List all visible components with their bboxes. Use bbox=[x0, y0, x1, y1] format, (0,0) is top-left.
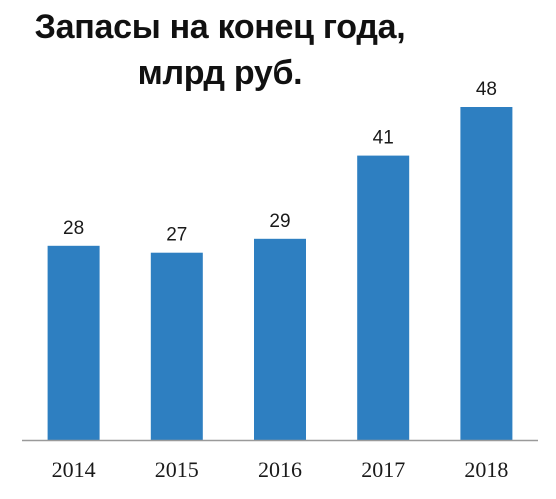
bar-2017 bbox=[357, 155, 410, 440]
x-tick-labels-group: 2014 2015 2016 2017 2018 bbox=[52, 457, 509, 482]
chart-title-line-1: Запасы на конец года, bbox=[34, 8, 406, 46]
x-tick-label-2016: 2016 bbox=[258, 457, 302, 482]
chart-title-line-2: млрд руб. bbox=[137, 54, 303, 92]
bar-2018 bbox=[460, 107, 513, 440]
x-tick-label-2014: 2014 bbox=[52, 457, 96, 482]
x-tick-label-2017: 2017 bbox=[361, 457, 405, 482]
value-label-2018: 48 bbox=[476, 79, 497, 100]
value-labels-group: 28 27 29 41 48 bbox=[63, 79, 497, 246]
value-label-2016: 29 bbox=[269, 211, 290, 232]
bar-2015 bbox=[150, 252, 203, 440]
bar-2014 bbox=[47, 245, 100, 441]
bar-2016 bbox=[254, 238, 306, 440]
bars-group bbox=[47, 107, 513, 441]
x-tick-label-2015: 2015 bbox=[155, 457, 199, 482]
value-label-2017: 41 bbox=[373, 128, 394, 149]
value-label-2015: 27 bbox=[166, 225, 187, 246]
x-tick-label-2018: 2018 bbox=[464, 457, 508, 482]
value-label-2014: 28 bbox=[63, 218, 84, 239]
chart-title: Запасы на конец года, млрд руб. bbox=[0, 4, 440, 96]
